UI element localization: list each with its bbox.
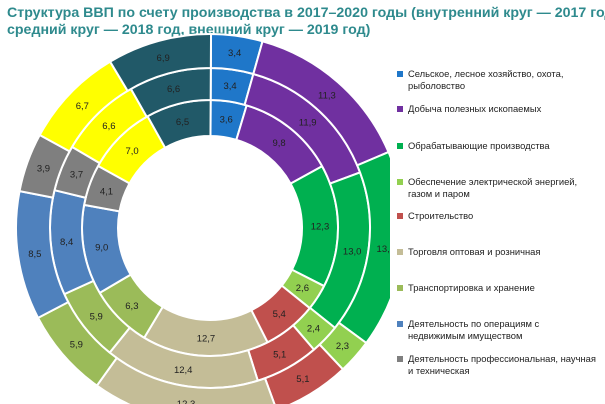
legend-swatch [397,321,403,327]
legend-label: Обеспечение электрической энергией, газо… [408,176,578,199]
legend-label: Добыча полезных ископаемых [408,103,542,114]
data-label-2018-9: 3,7 [70,169,83,180]
data-label-2019-3: 13,1 [377,244,390,255]
legend-item: Сельское, лесное хозяйство, охота, рыбол… [397,68,598,91]
legend-item: Добыча полезных ископаемых [397,103,598,115]
data-label-2018-4: 2,4 [307,324,320,335]
legend-item: Торговля оптовая и розничная [397,246,598,258]
legend-item: Транспортировка и хранение [397,282,598,294]
data-label-2019-6: 12,3 [177,399,196,404]
data-label-2018-6: 12,4 [174,365,193,376]
data-label-2019-4: 2,3 [336,341,349,352]
legend-item: Обеспечение электрической энергией, газо… [397,176,598,199]
data-label-2019-2: 11,3 [318,91,336,102]
data-label-2019-11: 6,9 [157,53,170,64]
legend-swatch [397,71,403,77]
legend-swatch [397,249,403,255]
data-label-2017-5: 5,4 [273,309,286,320]
data-label-2017-4: 2,6 [296,283,309,294]
legend-label: Деятельность по операциям с недвижимым и… [408,318,540,341]
data-label-2019-9: 3,9 [37,164,50,175]
donut-segment-2019-11 [108,33,213,93]
data-label-2019-7: 5,9 [70,340,83,351]
legend-label: Строительство [408,210,474,221]
legend-item: Деятельность профессиональная, научная и… [397,353,598,376]
data-label-2018-2: 11,9 [299,118,317,129]
data-label-2017-3: 12,3 [311,222,330,233]
data-label-2018-1: 3,4 [223,81,236,92]
legend-label: Обрабатывающие производства [408,140,550,151]
legend-swatch [397,106,403,112]
data-label-2019-10: 6,7 [76,101,89,112]
legend-label: Сельское, лесное хозяйство, охота, рыбол… [408,68,564,91]
data-label-2017-10: 7,0 [125,146,138,157]
data-label-2017-8: 9,0 [95,243,108,254]
legend-item: Строительство [397,210,598,222]
data-label-2018-5: 5,1 [273,350,286,361]
donut-chart: 3,6 9,8 12,3 2,6 5,4 12,7 6,3 9,0 4,1 7,0 6,5 3,4 11… [15,32,390,404]
chart-title-line-1: Структура ВВП по счету производства в 20… [7,5,605,21]
legend-item: Обрабатывающие производства [397,140,598,152]
data-label-2019-8: 8,5 [28,249,41,260]
legend-swatch [397,285,403,291]
legend-label: Торговля оптовая и розничная [408,246,541,257]
legend-swatch [397,213,403,219]
data-label-2017-2: 9,8 [272,138,285,149]
legend-swatch [397,356,403,362]
legend-item: Деятельность по операциям с недвижимым и… [397,318,598,341]
data-label-2017-6: 12,7 [197,333,216,344]
data-label-2018-8: 8,4 [60,237,73,248]
legend-swatch [397,179,403,185]
legend-swatch [397,143,403,149]
legend-label: Деятельность профессиональная, научная и… [408,353,596,376]
legend-label: Транспортировка и хранение [408,282,535,293]
data-label-2017-9: 4,1 [100,186,113,197]
data-label-2018-10: 6,6 [102,121,115,132]
data-label-2017-1: 3,6 [220,115,233,126]
data-label-2018-3: 13,0 [343,246,362,257]
data-label-2018-11: 6,6 [167,84,180,95]
data-label-2017-7: 6,3 [125,301,138,312]
data-label-2018-7: 5,9 [90,312,103,323]
data-label-2019-1: 3,4 [228,48,241,59]
data-label-2019-5: 5,1 [296,374,309,385]
data-label-2017-11: 6,5 [176,117,189,128]
chart-title-line-2: средний круг — 2018 год, внешний круг — … [7,22,371,38]
chart-title: Структура ВВП по счету производства в 20… [7,5,605,39]
